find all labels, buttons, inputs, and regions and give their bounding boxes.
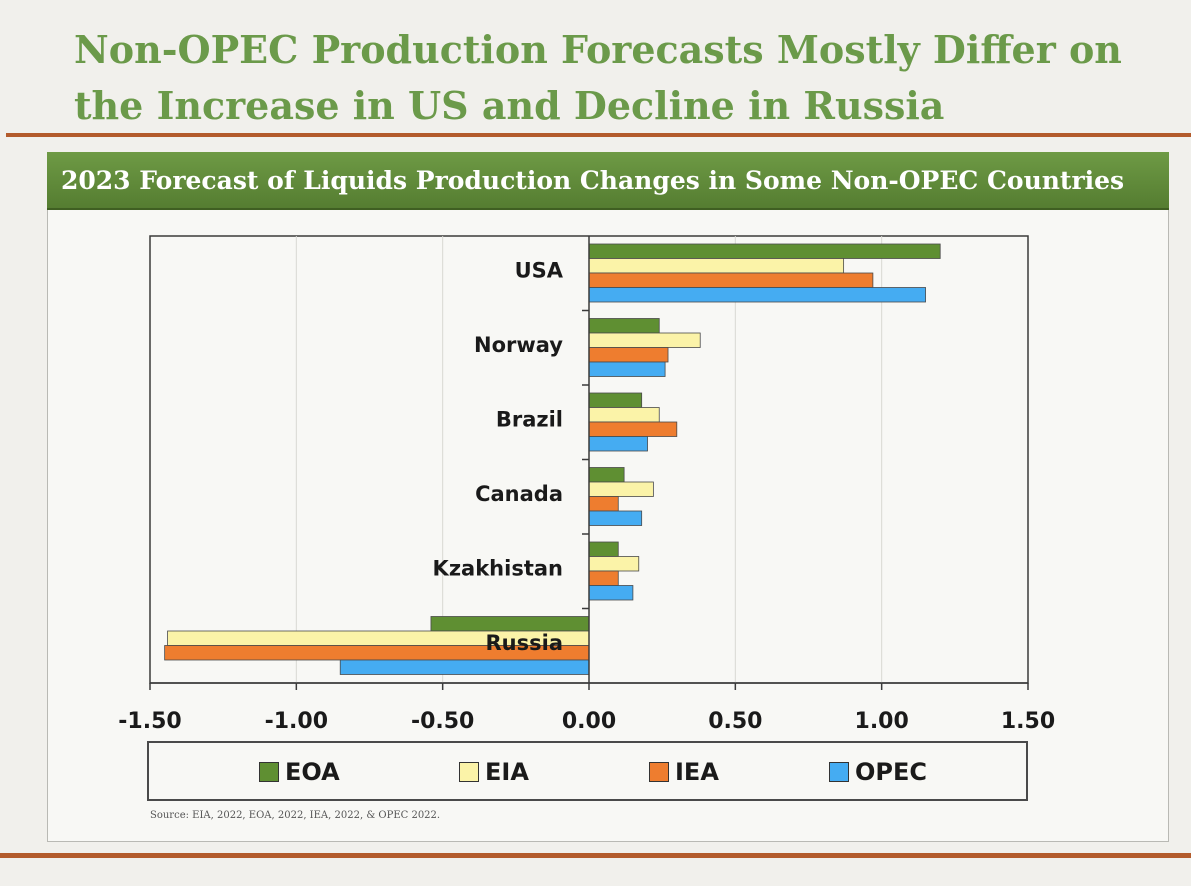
legend-label-eoa: EOA [285, 758, 340, 786]
bar-iea-canada [588, 496, 619, 512]
category-label: Brazil [496, 407, 563, 431]
bar-opec-canada [588, 510, 643, 526]
legend-swatch-iea [649, 762, 669, 782]
legend-item-iea: IEA [649, 757, 719, 787]
bar-opec-kzakhistan [588, 585, 634, 601]
x-tick-label: 0.50 [708, 709, 762, 734]
bar-opec-norway [588, 361, 666, 377]
bar-eia-kzakhistan [588, 556, 640, 572]
bar-eoa-brazil [588, 392, 643, 408]
x-tick-label: 1.00 [855, 709, 909, 734]
category-label: Kzakhistan [433, 556, 563, 580]
bar-eia-norway [588, 332, 701, 348]
bar-iea-brazil [588, 421, 678, 437]
bar-eia-brazil [588, 407, 660, 423]
bar-opec-usa [588, 287, 926, 303]
footer-divider [0, 853, 1191, 858]
x-tick-label: -1.00 [265, 709, 328, 734]
bar-iea-kzakhistan [588, 570, 619, 586]
legend-swatch-eia [459, 762, 479, 782]
legend-label-iea: IEA [675, 758, 719, 786]
bar-eia-usa [588, 258, 845, 274]
bar-eoa-usa [588, 243, 941, 259]
bar-eoa-canada [588, 467, 625, 483]
legend-label-opec: OPEC [855, 758, 927, 786]
legend-swatch-opec [829, 762, 849, 782]
x-tick-label: -1.50 [118, 709, 181, 734]
x-tick-label: -0.50 [411, 709, 474, 734]
source-note: Source: EIA, 2022, EOA, 2022, IEA, 2022,… [150, 810, 441, 821]
bar-eoa-russia [430, 616, 590, 632]
bar-opec-brazil [588, 436, 648, 452]
title-divider [6, 133, 1191, 137]
bar-iea-usa [588, 272, 874, 288]
slide-title: Non-OPEC Production Forecasts Mostly Dif… [74, 27, 1122, 128]
category-label: Canada [475, 482, 563, 506]
legend-label-eia: EIA [485, 758, 529, 786]
chart-title: 2023 Forecast of Liquids Production Chan… [47, 152, 1169, 210]
bar-iea-norway [588, 347, 669, 363]
bar-eoa-kzakhistan [588, 541, 619, 557]
bar-eoa-norway [588, 318, 660, 334]
x-tick-label: 0.00 [562, 709, 616, 734]
category-label: Norway [474, 333, 563, 357]
chart-legend: EOA EIA IEA OPEC [147, 741, 1028, 801]
bar-eia-canada [588, 481, 654, 497]
legend-item-eia: EIA [459, 757, 529, 787]
legend-item-eoa: EOA [259, 757, 340, 787]
bar-opec-russia [339, 659, 590, 675]
category-label: USA [515, 258, 564, 282]
legend-item-opec: OPEC [829, 757, 927, 787]
category-label: Russia [486, 631, 564, 655]
legend-swatch-eoa [259, 762, 279, 782]
x-tick-label: 1.50 [1001, 709, 1055, 734]
